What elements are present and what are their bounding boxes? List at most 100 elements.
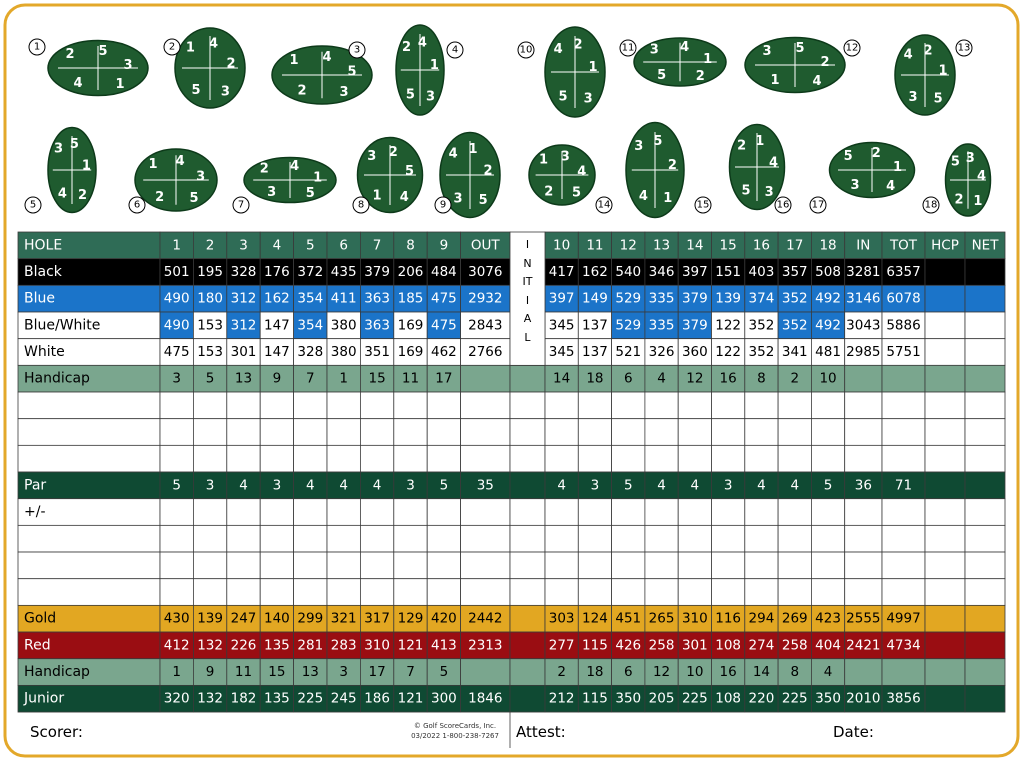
- cell: [577, 418, 612, 446]
- cell-text: 3281: [846, 264, 880, 280]
- cell: [259, 524, 295, 553]
- cell: [17, 444, 161, 473]
- pin-position: 1: [289, 53, 298, 68]
- cell: [159, 471, 194, 500]
- cell-text: 9: [440, 237, 449, 253]
- date-label: Date:: [833, 723, 874, 741]
- hole-number-circle: [955, 39, 973, 57]
- cell: [460, 258, 511, 286]
- cell: [924, 604, 966, 633]
- hole-number-circle: [163, 38, 181, 56]
- pin-position: 4: [400, 190, 409, 205]
- cell: [293, 498, 328, 526]
- pin-position: 5: [70, 137, 79, 152]
- cell: [226, 364, 261, 393]
- cell: [544, 578, 579, 606]
- cell: [17, 498, 161, 526]
- cell: [326, 631, 361, 660]
- pin-position: 2: [65, 47, 74, 62]
- pin-position: 4: [554, 42, 563, 57]
- pin-position: 1: [588, 60, 597, 75]
- cell-text: 11: [586, 237, 603, 253]
- cell-text: 4: [790, 477, 799, 493]
- pin-position: 2: [954, 193, 963, 208]
- cell-text: 35: [477, 477, 494, 493]
- cell: [226, 391, 261, 420]
- cell-text: 335: [649, 317, 675, 333]
- cell: [924, 364, 966, 393]
- cell: [544, 444, 579, 473]
- pin-position: 3: [966, 151, 975, 166]
- cell: [359, 418, 395, 446]
- cell: [159, 258, 194, 286]
- cell: [17, 338, 161, 366]
- cell-text: 1: [339, 371, 348, 387]
- cell: [677, 524, 712, 553]
- cell: [17, 311, 161, 340]
- cell-text: 180: [197, 291, 223, 307]
- cell: [192, 658, 228, 686]
- pin-position: 4: [290, 159, 299, 174]
- cell: [259, 604, 295, 633]
- cell: [17, 631, 161, 660]
- cell: [964, 578, 1006, 606]
- cell: [509, 604, 546, 633]
- pin-position: 1: [703, 52, 712, 67]
- cell: [844, 338, 883, 366]
- cell-text: 12: [653, 664, 670, 680]
- cell: [881, 258, 926, 286]
- pin-position: 1: [82, 158, 91, 173]
- cell: [460, 391, 511, 420]
- cell-text: 5886: [886, 317, 920, 333]
- cell: [811, 578, 846, 606]
- pin-position: 4: [769, 155, 778, 170]
- hole-number: 5: [30, 200, 36, 211]
- cell-text: 14: [753, 664, 770, 680]
- cell-text: 380: [331, 317, 357, 333]
- cell-text: 14: [553, 371, 570, 387]
- pin-position: 3: [762, 44, 771, 59]
- cell: [393, 284, 428, 313]
- pin-position: 3: [339, 85, 348, 100]
- cell: [881, 284, 926, 313]
- cell: [577, 684, 612, 713]
- cell: [844, 284, 883, 313]
- cell-text: 3043: [846, 317, 880, 333]
- cell-text: 132: [197, 691, 223, 707]
- copyright-detail: 03/2022 1-800-238-7267: [411, 732, 499, 740]
- cell: [226, 684, 261, 713]
- pin-position: 5: [98, 44, 107, 59]
- pin-position: 3: [634, 139, 643, 154]
- cell: [393, 311, 428, 340]
- hole-number-circle: [922, 196, 940, 214]
- cell: [644, 631, 679, 660]
- cell: [777, 444, 812, 473]
- pin-position: 1: [313, 170, 322, 185]
- cell: [677, 604, 712, 633]
- cell: [259, 631, 295, 660]
- cell: [509, 684, 546, 713]
- hole-number: 17: [812, 200, 825, 211]
- cell: [159, 364, 194, 393]
- pin-position: 3: [54, 141, 63, 156]
- pin-position: 2: [737, 138, 746, 153]
- cell: [964, 551, 1006, 580]
- cell: [744, 658, 779, 686]
- cell: [326, 604, 361, 633]
- cell: [924, 444, 966, 473]
- cell-text: 8: [790, 664, 799, 680]
- cell: [881, 418, 926, 446]
- pin-position: 1: [186, 41, 195, 56]
- pin-position: 1: [755, 134, 764, 149]
- cell: [159, 444, 194, 473]
- hole-number: 10: [520, 45, 533, 56]
- hole-number-circle: [774, 196, 792, 214]
- cell: [226, 258, 261, 286]
- cell: [777, 524, 812, 553]
- cell: [426, 258, 462, 286]
- cell: [192, 578, 228, 606]
- pin-position: 1: [372, 189, 381, 204]
- cell: [577, 524, 612, 553]
- cell: [192, 684, 228, 713]
- cell: [326, 391, 361, 420]
